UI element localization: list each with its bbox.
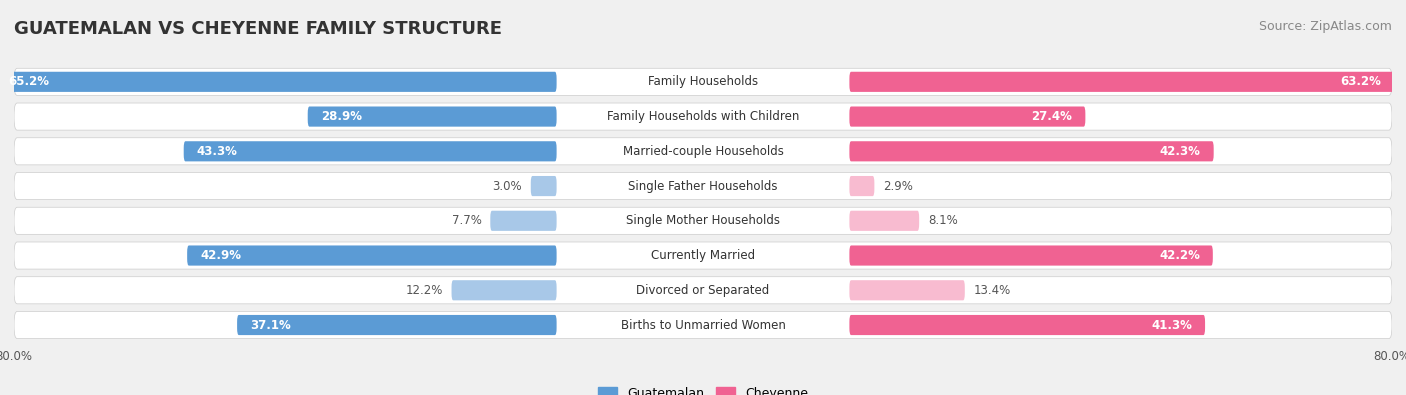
FancyBboxPatch shape <box>849 315 1205 335</box>
Text: 63.2%: 63.2% <box>1340 75 1381 88</box>
Text: Source: ZipAtlas.com: Source: ZipAtlas.com <box>1258 20 1392 33</box>
FancyBboxPatch shape <box>849 176 875 196</box>
Text: 28.9%: 28.9% <box>321 110 361 123</box>
Text: 42.2%: 42.2% <box>1159 249 1199 262</box>
Text: 65.2%: 65.2% <box>8 75 49 88</box>
Text: 43.3%: 43.3% <box>197 145 238 158</box>
FancyBboxPatch shape <box>184 141 557 162</box>
FancyBboxPatch shape <box>0 72 557 92</box>
FancyBboxPatch shape <box>238 315 557 335</box>
Text: 8.1%: 8.1% <box>928 214 957 227</box>
FancyBboxPatch shape <box>531 176 557 196</box>
Text: Divorced or Separated: Divorced or Separated <box>637 284 769 297</box>
Text: 42.9%: 42.9% <box>200 249 240 262</box>
Text: 13.4%: 13.4% <box>973 284 1011 297</box>
Text: 7.7%: 7.7% <box>451 214 482 227</box>
Text: 27.4%: 27.4% <box>1032 110 1073 123</box>
FancyBboxPatch shape <box>451 280 557 300</box>
FancyBboxPatch shape <box>849 280 965 300</box>
Legend: Guatemalan, Cheyenne: Guatemalan, Cheyenne <box>593 382 813 395</box>
FancyBboxPatch shape <box>187 245 557 265</box>
Text: 2.9%: 2.9% <box>883 180 912 192</box>
Text: 3.0%: 3.0% <box>492 180 522 192</box>
Text: Currently Married: Currently Married <box>651 249 755 262</box>
FancyBboxPatch shape <box>14 68 1392 95</box>
FancyBboxPatch shape <box>849 72 1393 92</box>
FancyBboxPatch shape <box>849 141 1213 162</box>
FancyBboxPatch shape <box>14 277 1392 304</box>
FancyBboxPatch shape <box>491 211 557 231</box>
FancyBboxPatch shape <box>849 211 920 231</box>
FancyBboxPatch shape <box>308 107 557 127</box>
Text: 37.1%: 37.1% <box>250 318 291 331</box>
Text: 42.3%: 42.3% <box>1160 145 1201 158</box>
Text: Married-couple Households: Married-couple Households <box>623 145 783 158</box>
FancyBboxPatch shape <box>14 312 1392 339</box>
Text: Single Father Households: Single Father Households <box>628 180 778 192</box>
FancyBboxPatch shape <box>14 138 1392 165</box>
FancyBboxPatch shape <box>849 245 1213 265</box>
Text: Family Households with Children: Family Households with Children <box>607 110 799 123</box>
Text: Family Households: Family Households <box>648 75 758 88</box>
FancyBboxPatch shape <box>849 107 1085 127</box>
FancyBboxPatch shape <box>14 173 1392 199</box>
FancyBboxPatch shape <box>14 207 1392 234</box>
Text: 12.2%: 12.2% <box>405 284 443 297</box>
Text: GUATEMALAN VS CHEYENNE FAMILY STRUCTURE: GUATEMALAN VS CHEYENNE FAMILY STRUCTURE <box>14 20 502 38</box>
Text: Births to Unmarried Women: Births to Unmarried Women <box>620 318 786 331</box>
FancyBboxPatch shape <box>14 242 1392 269</box>
FancyBboxPatch shape <box>14 103 1392 130</box>
Text: Single Mother Households: Single Mother Households <box>626 214 780 227</box>
Text: 41.3%: 41.3% <box>1152 318 1192 331</box>
